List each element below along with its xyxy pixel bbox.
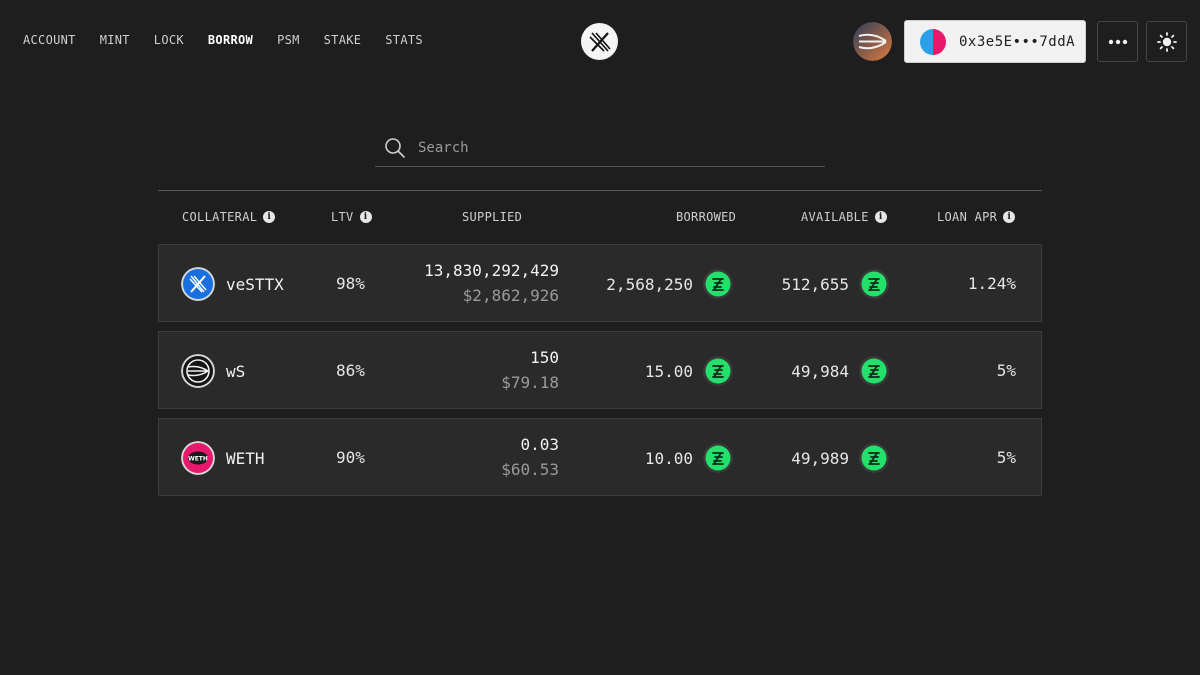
table-row[interactable]: wS 86% 150 $79.18 15.00 49,984 5% <box>158 331 1042 409</box>
borrowed-amount: 15.00 <box>644 361 693 381</box>
search-input[interactable] <box>416 139 800 157</box>
sttx-logo-icon[interactable] <box>581 23 618 60</box>
nav-stake[interactable]: STAKE <box>323 33 362 47</box>
stablecoin-icon <box>703 443 733 473</box>
ws-icon <box>181 354 215 388</box>
loan-apr-value: 5% <box>996 448 1016 467</box>
collateral-cell: veSTTX <box>181 267 284 301</box>
borrowed-cell: 10.00 <box>645 443 733 473</box>
nav-psm[interactable]: PSM <box>277 33 300 47</box>
svg-text:WETH: WETH <box>188 456 208 463</box>
column-collateral-label: COLLATERAL <box>182 210 258 224</box>
nav-lock[interactable]: LOCK <box>153 33 184 47</box>
theme-toggle-button[interactable] <box>1146 21 1187 62</box>
wallet-button[interactable]: 0x3e5E•••7ddA <box>904 20 1086 63</box>
stablecoin-icon <box>859 269 889 299</box>
token-name: veSTTX <box>226 274 284 294</box>
supplied-cell: 13,830,292,429 $2,862,926 <box>424 261 559 305</box>
table-header: COLLATERAL i LTV i SUPPLIED BORROWED AVA… <box>158 210 1042 226</box>
supplied-amount: 0.03 <box>520 435 559 454</box>
nav-mint[interactable]: MINT <box>99 33 130 47</box>
nav-stats[interactable]: STATS <box>385 33 423 47</box>
column-collateral[interactable]: COLLATERAL i <box>182 210 276 224</box>
column-borrowed[interactable]: BORROWED <box>676 210 736 224</box>
stablecoin-icon <box>703 356 733 386</box>
token-name: wS <box>226 361 246 381</box>
available-amount: 49,984 <box>791 361 849 381</box>
available-amount: 49,989 <box>791 448 849 468</box>
column-ltv-label: LTV <box>331 210 354 224</box>
info-icon[interactable]: i <box>359 211 372 223</box>
borrowed-cell: 15.00 <box>645 356 733 386</box>
column-supplied-label: SUPPLIED <box>462 210 523 224</box>
search-bar <box>375 130 825 167</box>
main-nav: ACCOUNT MINT LOCK BORROW PSM STAKE STATS <box>23 33 447 47</box>
table-row[interactable]: veSTTX 98% 13,830,292,429 $2,862,926 2,5… <box>158 244 1042 322</box>
ltv-value: 90% <box>336 448 365 467</box>
supplied-amount: 150 <box>530 348 559 367</box>
column-loan-apr-label: LOAN APR <box>937 210 998 224</box>
more-menu-button[interactable] <box>1097 21 1138 62</box>
borrowed-cell: 2,568,250 <box>606 269 733 299</box>
info-icon[interactable]: i <box>874 211 887 223</box>
info-icon[interactable]: i <box>263 211 276 223</box>
ellipsis-icon <box>1108 39 1127 44</box>
supplied-usd: $60.53 <box>501 460 559 479</box>
column-supplied[interactable]: SUPPLIED <box>462 210 522 224</box>
available-amount: 512,655 <box>781 274 849 294</box>
available-cell: 49,989 <box>791 443 889 473</box>
supplied-amount: 13,830,292,429 <box>424 261 559 280</box>
supplied-cell: 150 $79.18 <box>501 348 559 392</box>
available-cell: 49,984 <box>791 356 889 386</box>
borrowed-amount: 2,568,250 <box>606 274 693 294</box>
collateral-cell: WETH WETH <box>181 441 265 475</box>
table-divider <box>158 190 1042 191</box>
column-ltv[interactable]: LTV i <box>331 210 372 224</box>
vesttx-icon <box>181 267 215 301</box>
ltv-value: 98% <box>336 274 365 293</box>
loan-apr-value: 5% <box>996 361 1016 380</box>
stablecoin-icon <box>859 356 889 386</box>
column-borrowed-label: BORROWED <box>676 210 737 224</box>
supplied-usd: $2,862,926 <box>462 286 559 305</box>
nav-borrow[interactable]: BORROW <box>207 33 254 47</box>
table-row[interactable]: WETH WETH 90% 0.03 $60.53 10.00 49,989 5… <box>158 418 1042 496</box>
supplied-usd: $79.18 <box>501 373 559 392</box>
borrowed-amount: 10.00 <box>644 448 693 468</box>
search-icon <box>385 138 405 158</box>
weth-icon: WETH <box>181 441 215 475</box>
collateral-cell: wS <box>181 354 245 388</box>
column-available[interactable]: AVAILABLE i <box>801 210 887 224</box>
loan-apr-value: 1.24% <box>967 274 1016 293</box>
info-icon[interactable]: i <box>1003 211 1016 223</box>
supplied-cell: 0.03 $60.53 <box>501 435 559 479</box>
stablecoin-icon <box>703 269 733 299</box>
stablecoin-icon <box>859 443 889 473</box>
column-available-label: AVAILABLE <box>801 210 869 224</box>
ltv-value: 86% <box>336 361 365 380</box>
column-loan-apr[interactable]: LOAN APR i <box>937 210 1016 224</box>
nav-account[interactable]: ACCOUNT <box>23 33 76 47</box>
sonic-chain-icon[interactable] <box>853 22 892 61</box>
wallet-address: 0x3e5E•••7ddA <box>959 33 1076 50</box>
available-cell: 512,655 <box>782 269 889 299</box>
wallet-avatar-icon <box>919 27 947 56</box>
token-name: WETH <box>226 448 265 468</box>
sun-icon <box>1156 31 1177 52</box>
